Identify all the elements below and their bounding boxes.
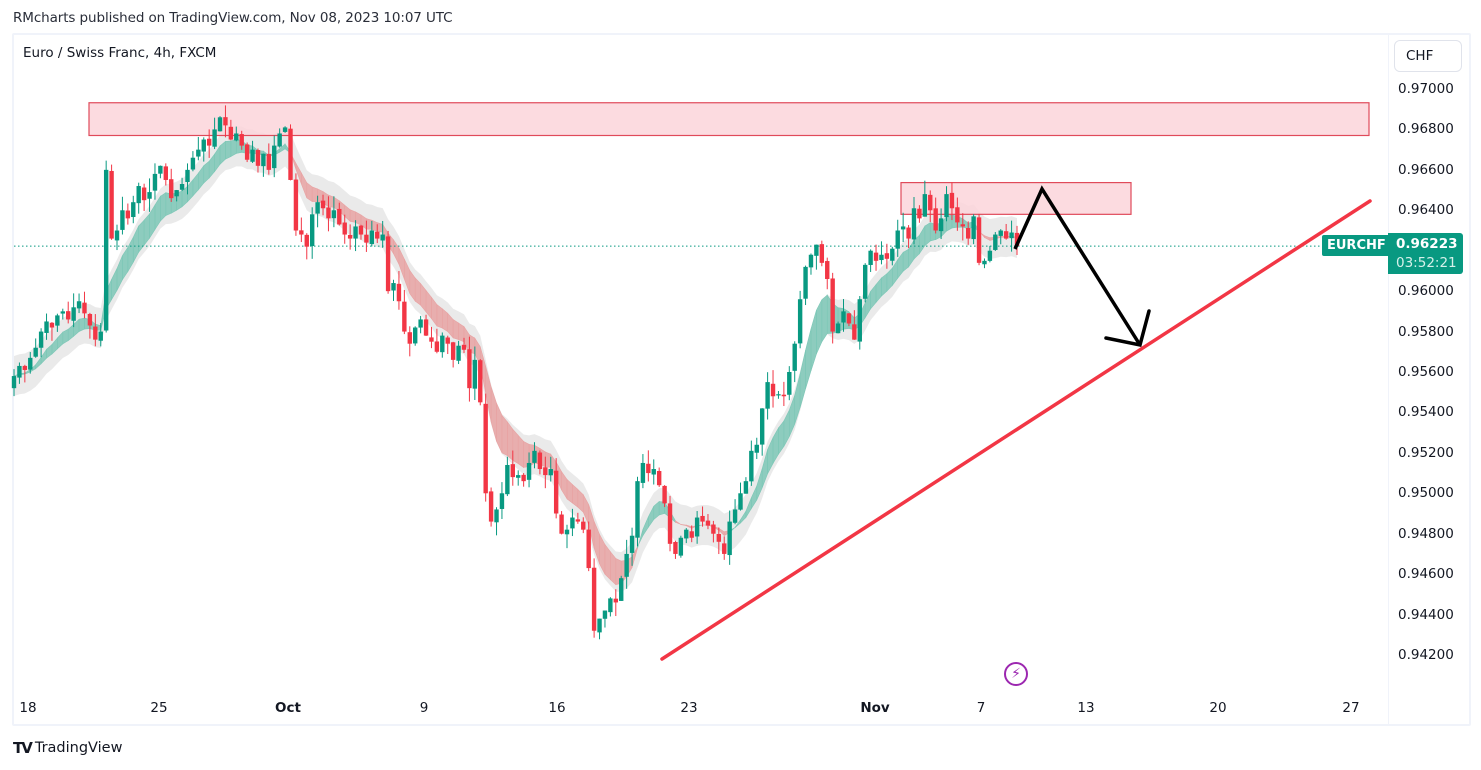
projection-arrow[interactable] [1013, 185, 1142, 346]
time-tick-label: 20 [1209, 700, 1227, 716]
price-tick-label: 0.94600 [1398, 566, 1454, 583]
price-tick-label: 0.96800 [1398, 121, 1454, 138]
time-tick-label: 7 [976, 700, 986, 716]
price-tick-label: 0.94200 [1398, 647, 1454, 663]
price-tick-label: 0.95000 [1398, 485, 1454, 502]
symbol-tag: EURCHF [1322, 235, 1391, 256]
time-tick-label: 16 [548, 700, 566, 716]
time-tick-label: 25 [150, 700, 168, 716]
currency-button[interactable]: CHF [1394, 40, 1462, 72]
candlesticks [11, 105, 1020, 640]
tradingview-wordmark: TradingView [34, 740, 123, 756]
time-tick-label: 18 [19, 700, 37, 716]
tradingview-mark-icon: TV [13, 739, 33, 757]
time-tick-label: Oct [275, 700, 301, 716]
lightning-event-icon[interactable]: ⚡︎ [1004, 662, 1028, 686]
last-price-value: 0.96223 [1396, 236, 1458, 252]
price-tick-label: 0.95200 [1398, 444, 1454, 461]
price-tick-label: 0.94800 [1398, 525, 1454, 542]
chart-title: Euro / Swiss Franc, 4h, FXCM [23, 45, 217, 61]
local-resistance-zone[interactable] [900, 181, 1132, 215]
upper-resistance-zone[interactable] [88, 102, 1370, 137]
price-tick-label: 0.95800 [1398, 323, 1454, 340]
price-axis-separator [1388, 35, 1389, 724]
price-tick-label: 0.94400 [1398, 606, 1454, 623]
last-price-tag: 0.96223 03:52:21 [1388, 233, 1463, 274]
price-tick-label: 0.97000 [1398, 81, 1454, 97]
publication-caption: RMcharts published on TradingView.com, N… [13, 10, 453, 26]
price-tick-label: 0.95400 [1398, 404, 1454, 421]
ascending-trendline[interactable] [660, 199, 1372, 661]
time-tick-label: 13 [1077, 700, 1095, 716]
time-tick-label: 23 [680, 700, 698, 716]
ma-ribbon [13, 138, 1018, 586]
price-tick-label: 0.96000 [1398, 283, 1454, 300]
price-tick-label: 0.96400 [1398, 202, 1454, 219]
price-tick-label: 0.95600 [1398, 364, 1454, 380]
bar-countdown: 03:52:21 [1396, 255, 1457, 271]
time-tick-label: Nov [860, 700, 890, 716]
tradingview-logo[interactable]: TV TradingView [13, 739, 122, 757]
time-tick-label: 27 [1342, 700, 1360, 716]
time-tick-label: 9 [419, 700, 429, 716]
arrowhead-icon [1104, 309, 1151, 348]
price-tick-label: 0.96600 [1398, 161, 1454, 178]
